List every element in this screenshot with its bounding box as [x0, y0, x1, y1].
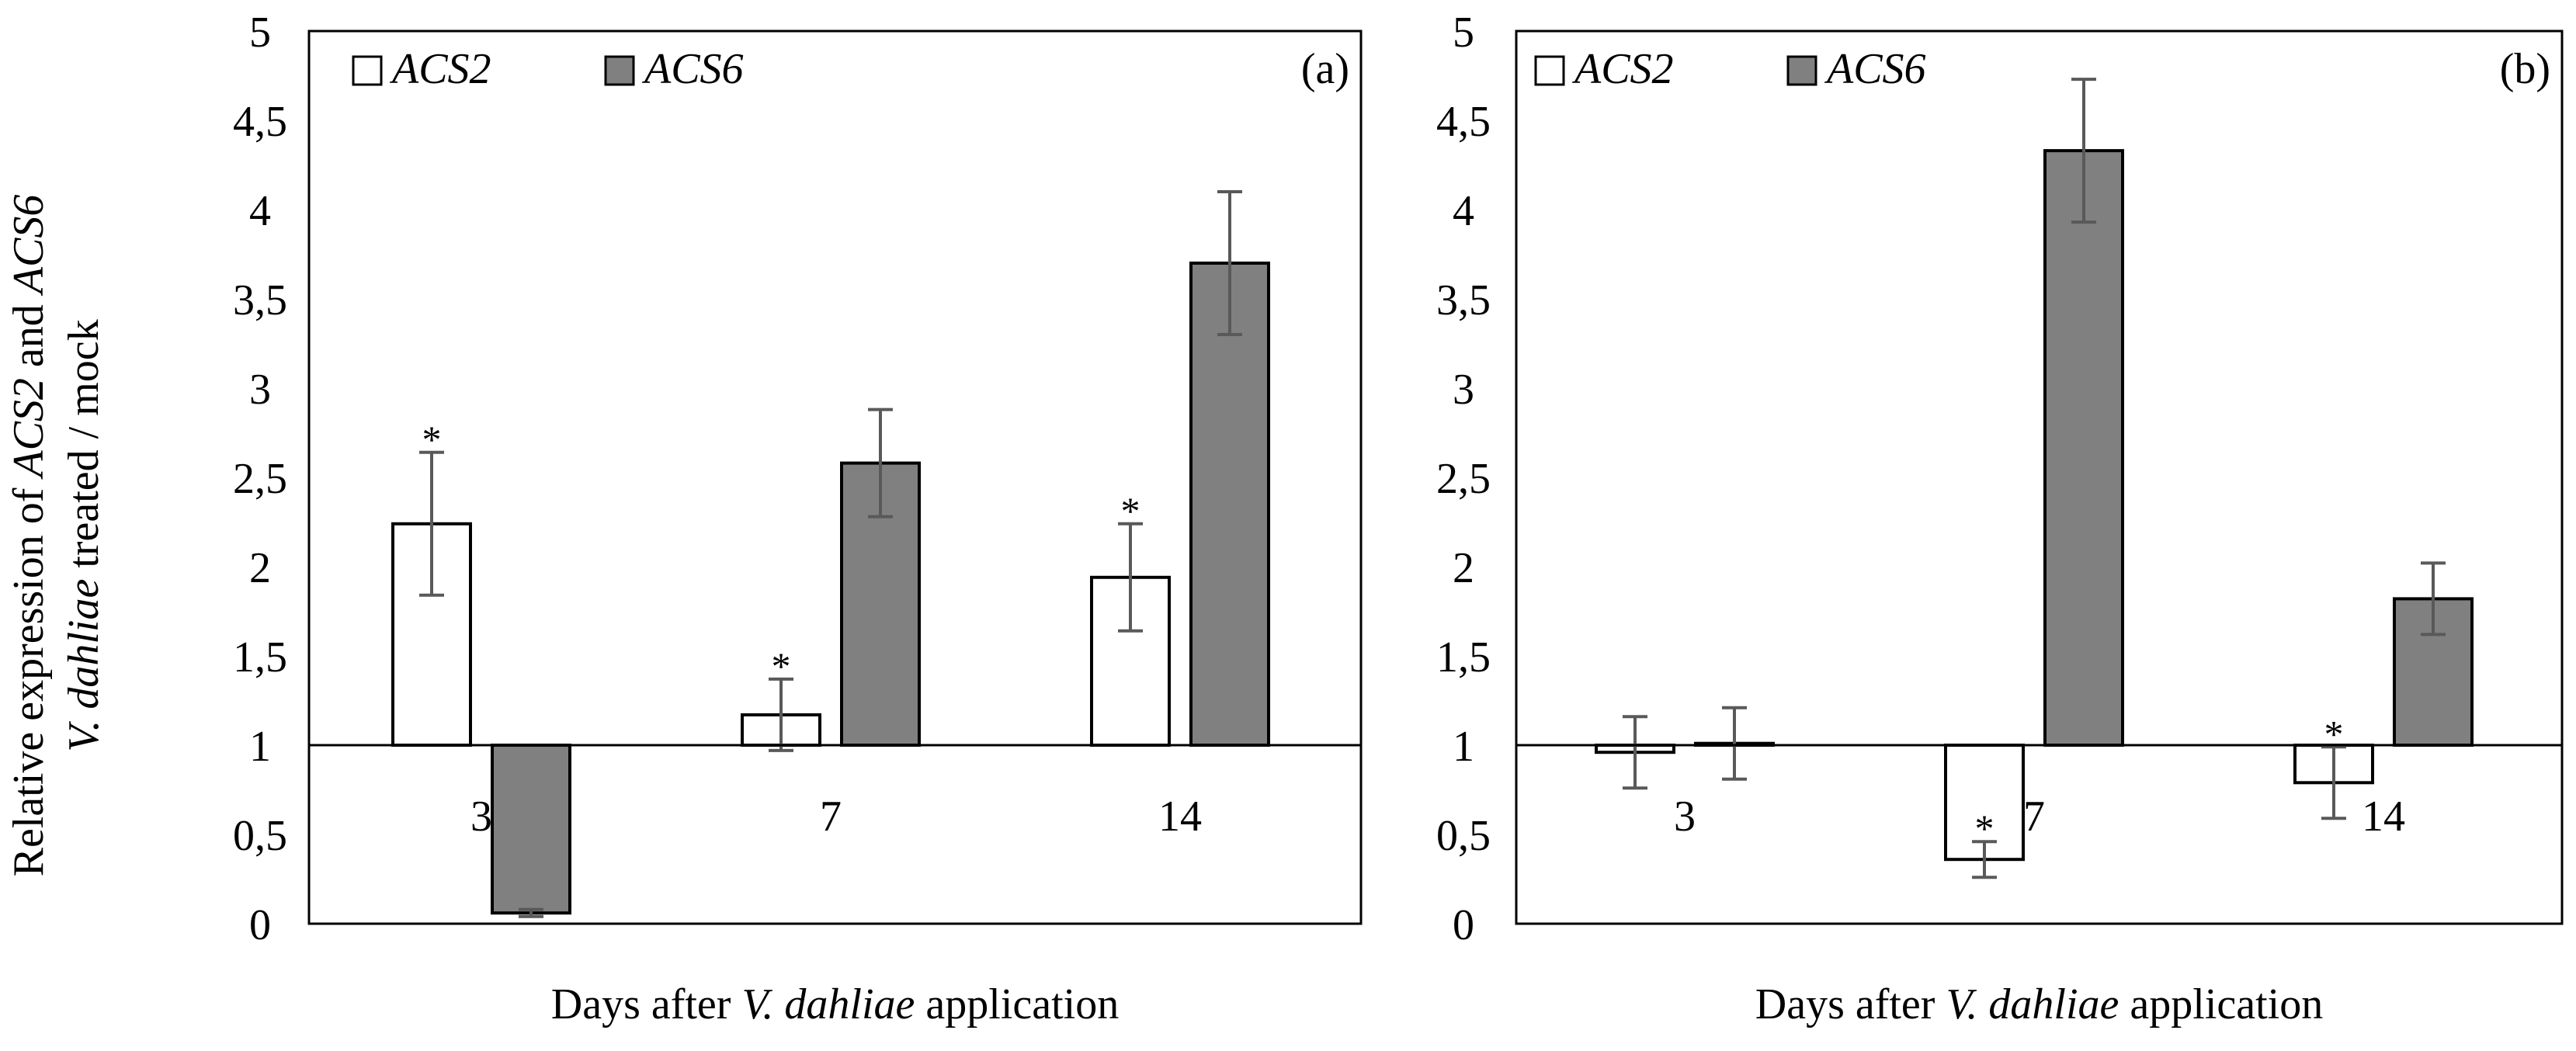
x-category-label: 7	[820, 793, 842, 841]
significance-asterisk: *	[1121, 489, 1140, 532]
error-bar-acs6-day-7	[2071, 78, 2096, 224]
y-tick-label: 2	[249, 544, 271, 592]
x-category-label: 14	[2362, 793, 2405, 841]
y-tick-label: 3	[1453, 366, 1474, 414]
legend: ACS2 ACS6	[352, 45, 744, 93]
y-tick-label: 0,5	[1436, 812, 1491, 860]
y-axis-title-line-2-part-0: V. dahliae	[60, 579, 108, 752]
legend-label-acs2: ACS2	[1571, 45, 1674, 93]
bar-acs6-day-7	[2043, 149, 2124, 747]
y-tick-label: 4	[1453, 187, 1474, 235]
bar-acs6-day-3	[491, 744, 571, 915]
significance-asterisk: *	[2324, 712, 2344, 755]
y-tick-label: 2,5	[233, 455, 287, 503]
y-tick-label: 1,5	[1436, 633, 1491, 682]
x-axis-title-part-0: Days after	[551, 980, 742, 1028]
y-tick-label: 5	[249, 9, 271, 57]
y-axis-title-line-1-part-0: Relative expression of	[5, 477, 53, 877]
y-tick-label: 0,5	[233, 812, 287, 860]
error-bar-acs2-day-14	[1118, 522, 1143, 633]
y-axis-title-line-2-part-1: treated / mock	[60, 319, 108, 578]
legend-swatch-acs6	[1786, 55, 1817, 86]
x-axis-title-part-0: Days after	[1755, 980, 1946, 1028]
y-axis-title-line-1-part-2: and	[5, 293, 53, 378]
x-axis-title: Days after V. dahliae application	[551, 980, 1119, 1028]
error-bar-acs6-day-3	[1722, 706, 1747, 781]
bar-acs6-day-14	[1189, 262, 1270, 747]
y-tick-label: 4	[249, 187, 271, 235]
y-tick-label: 0	[249, 901, 271, 949]
bars: * * *	[391, 190, 1270, 918]
y-tick-label: 1,5	[233, 633, 287, 682]
panel-a: 0 0,5 1 1,5 2 2,5 3 3,5 4 4,5 5 * * * 3 7 14 ACS2 ACS6 (a) D…	[233, 9, 1363, 1028]
legend-label-acs2: ACS2	[389, 45, 491, 93]
y-axis-title-line-1-part-3: ACS6	[5, 195, 53, 297]
y-tick-labels: 0 0,5 1 1,5 2 2,5 3 3,5 4 4,5 5	[1436, 9, 1491, 949]
x-axis-title-part-2: application	[2119, 980, 2323, 1028]
y-axis-title: Relative expression of ACS2 and ACS6 V. …	[5, 195, 108, 877]
y-tick-label: 2,5	[1436, 455, 1491, 503]
significance-asterisk: *	[772, 644, 791, 688]
y-tick-label: 1	[1453, 723, 1474, 771]
error-bar-acs2-day-14	[2321, 745, 2346, 820]
x-category-labels: 3 7 14	[1674, 793, 2405, 841]
legend-label-acs6: ACS6	[1824, 45, 1926, 93]
x-category-labels: 3 7 14	[470, 793, 1202, 841]
x-category-label: 3	[470, 793, 492, 841]
legend-label-acs6: ACS6	[641, 45, 744, 93]
y-tick-label: 4,5	[233, 98, 287, 146]
y-axis-title-line-1-part-1: ACS2	[5, 378, 53, 480]
x-category-label: 7	[2023, 793, 2045, 841]
y-tick-labels: 0 0,5 1 1,5 2 2,5 3 3,5 4 4,5 5	[233, 9, 287, 949]
plot-frame	[307, 29, 1363, 925]
panel-label: (a)	[1301, 45, 1349, 93]
error-bar-acs2-day-3	[419, 450, 444, 597]
error-bar-acs2-day-7	[1972, 840, 1997, 879]
y-tick-label: 4,5	[1436, 98, 1491, 146]
error-bar-acs6-day-3	[519, 907, 543, 918]
y-tick-label: 2	[1453, 544, 1474, 592]
y-tick-label: 3,5	[1436, 276, 1491, 324]
error-bar-acs6-day-14	[2421, 561, 2446, 636]
legend-swatch-acs2	[352, 55, 383, 86]
x-axis-title-part-2: application	[915, 980, 1119, 1028]
legend: ACS2 ACS6	[1534, 45, 1926, 93]
x-axis-title-part-1: V. dahliae	[1946, 980, 2119, 1028]
error-bar-acs6-day-14	[1217, 190, 1242, 336]
significance-asterisk: *	[1975, 806, 1994, 850]
significance-asterisk: *	[422, 418, 442, 461]
error-bar-acs2-day-3	[1623, 715, 1647, 790]
y-tick-label: 5	[1453, 9, 1474, 57]
bars: **	[1595, 78, 2474, 879]
y-axis-title-line-2: V. dahliae treated / mock	[60, 319, 108, 751]
legend-swatch-acs2	[1534, 55, 1565, 86]
legend-swatch-acs6	[604, 55, 635, 86]
y-axis-title-line-1: Relative expression of ACS2 and ACS6	[5, 195, 53, 877]
panel-label: (b)	[2500, 45, 2550, 93]
x-category-label: 3	[1674, 793, 1696, 841]
plot-frame	[1515, 29, 2564, 925]
x-axis-title-part-1: V. dahliae	[741, 980, 915, 1028]
x-axis-title: Days after V. dahliae application	[1755, 980, 2323, 1028]
y-tick-label: 3	[249, 366, 271, 414]
y-tick-label: 0	[1453, 901, 1474, 949]
x-category-label: 14	[1158, 793, 1202, 841]
y-tick-label: 1	[249, 723, 271, 771]
y-tick-label: 3,5	[233, 276, 287, 324]
error-bar-acs6-day-7	[868, 408, 893, 519]
error-bar-acs2-day-7	[769, 677, 793, 752]
